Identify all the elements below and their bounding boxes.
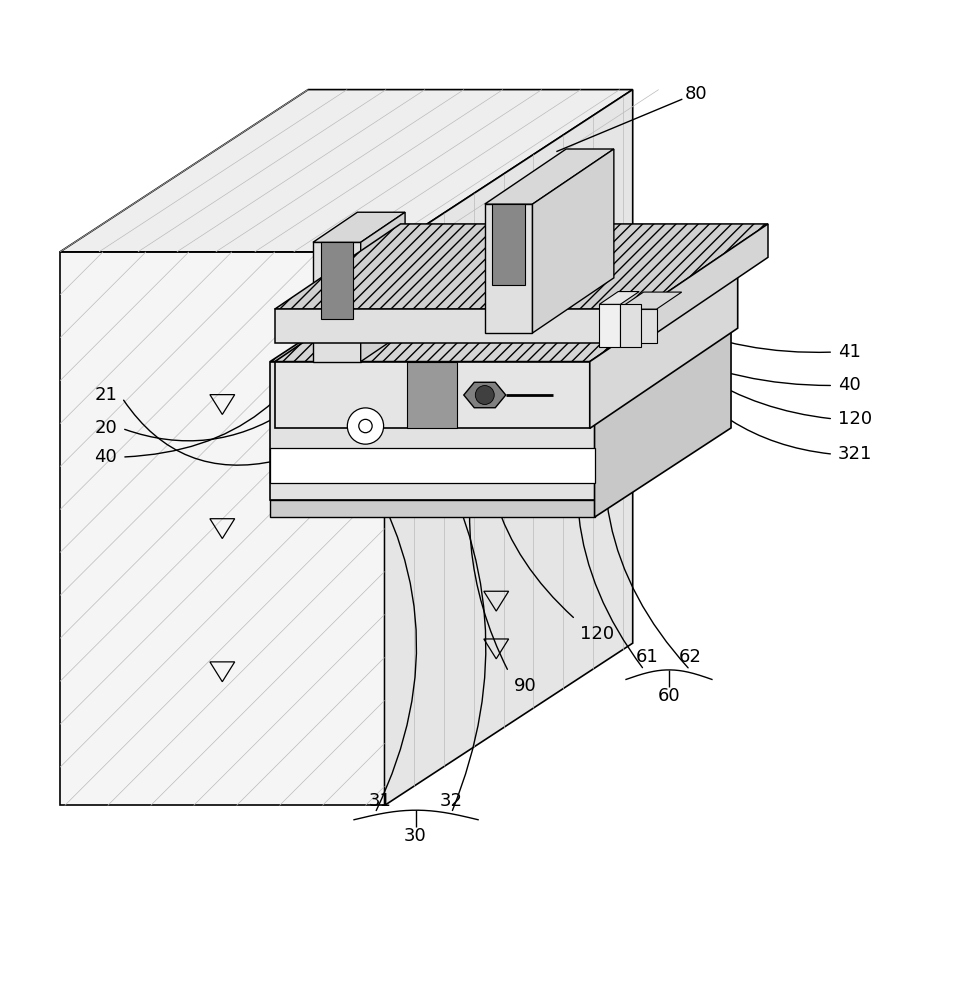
Polygon shape [313,242,361,362]
Polygon shape [275,224,768,309]
Polygon shape [270,500,594,517]
Polygon shape [533,149,613,333]
Polygon shape [270,362,594,500]
Text: 80: 80 [685,85,708,103]
Text: 40: 40 [838,376,861,394]
Polygon shape [492,204,525,285]
Polygon shape [275,261,737,362]
Text: 90: 90 [514,677,536,695]
Polygon shape [485,204,533,333]
Text: 20: 20 [95,419,117,437]
Polygon shape [618,292,682,309]
Text: 21: 21 [94,386,117,404]
Polygon shape [589,261,737,428]
Circle shape [475,386,494,404]
Polygon shape [270,272,731,362]
Polygon shape [275,309,642,343]
Polygon shape [270,448,594,483]
Polygon shape [361,212,405,362]
Text: 32: 32 [440,792,463,810]
Text: 31: 31 [369,792,392,810]
Polygon shape [385,90,633,805]
Polygon shape [620,304,641,347]
Text: 321: 321 [838,445,873,463]
Polygon shape [464,382,506,408]
Polygon shape [485,149,613,204]
Polygon shape [618,309,657,343]
Polygon shape [275,362,589,428]
Polygon shape [313,212,405,242]
Circle shape [359,419,372,433]
Polygon shape [407,362,458,428]
Polygon shape [599,292,639,304]
Circle shape [348,408,384,444]
Text: 120: 120 [580,625,614,643]
Text: 40: 40 [95,448,117,466]
Text: 60: 60 [658,687,681,705]
Text: 120: 120 [838,410,872,428]
Polygon shape [321,242,353,319]
Polygon shape [60,252,385,805]
Text: 61: 61 [636,648,659,666]
Text: 30: 30 [404,827,426,845]
Polygon shape [594,272,731,517]
Polygon shape [599,304,620,347]
Polygon shape [642,224,768,343]
Text: 62: 62 [679,648,702,666]
Polygon shape [60,90,633,252]
Text: 41: 41 [838,343,861,361]
